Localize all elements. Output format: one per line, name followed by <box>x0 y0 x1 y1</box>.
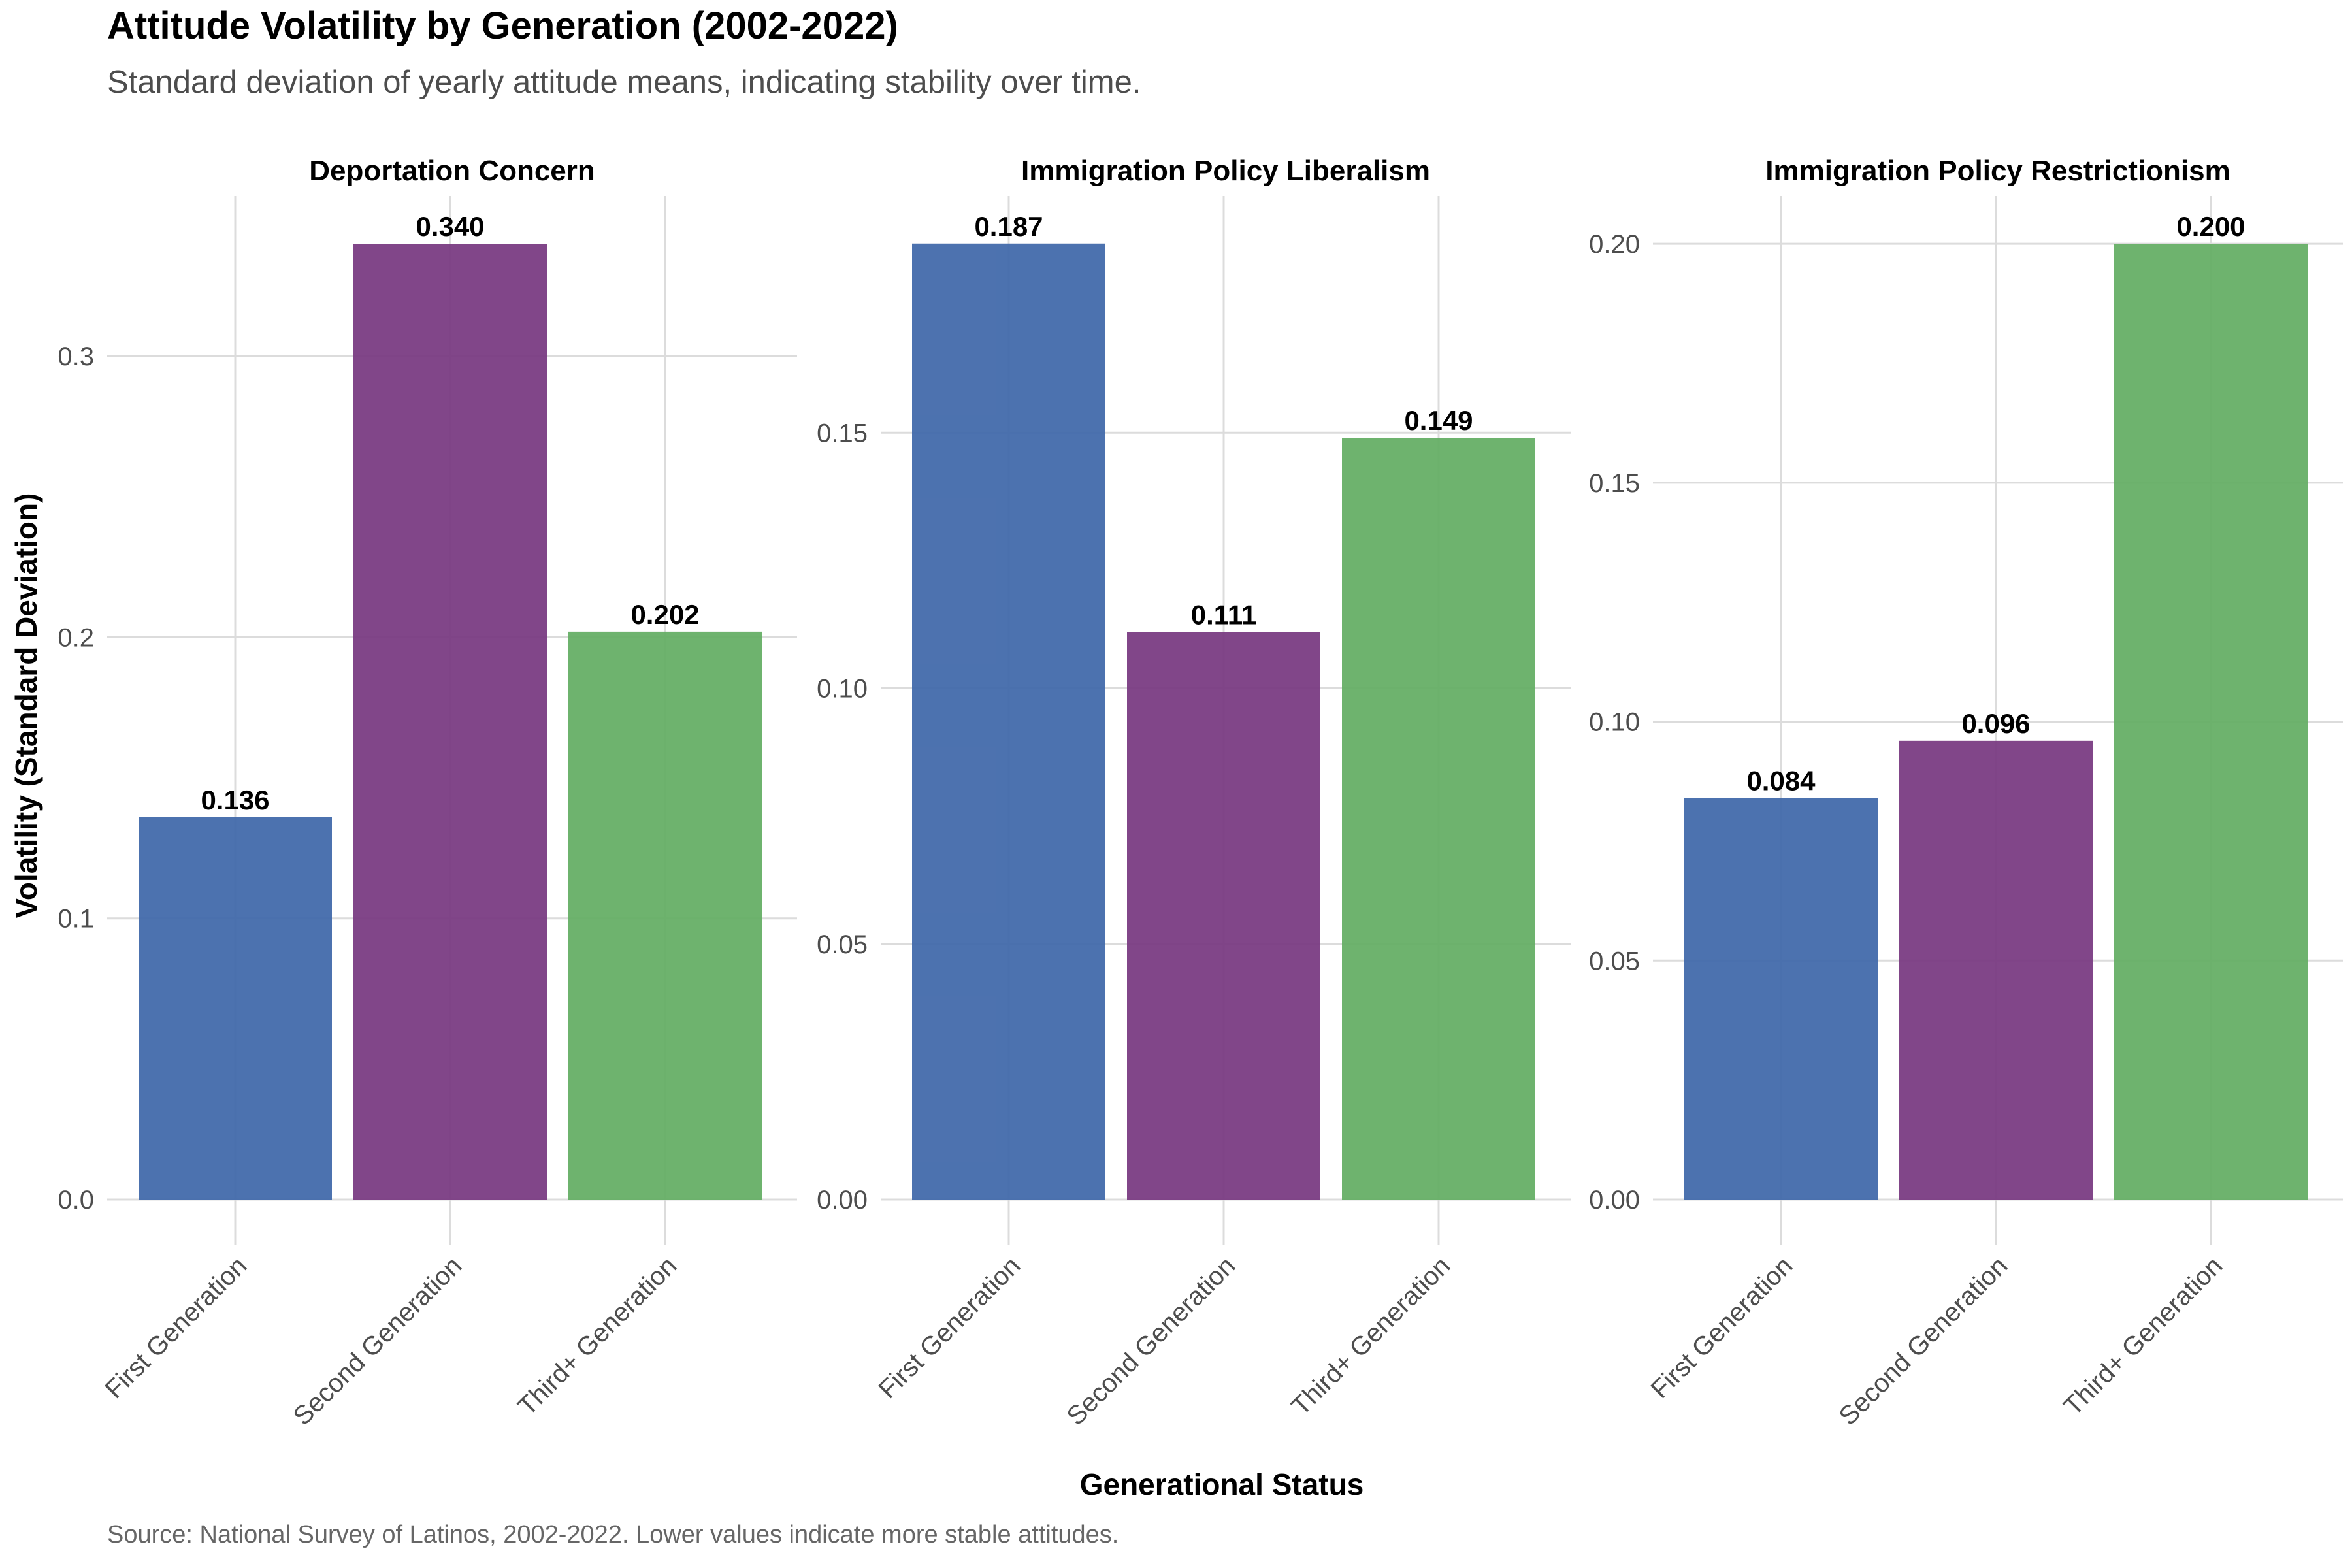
bar-value-label: 0.202 <box>630 599 699 630</box>
y-tick-label: 0.00 <box>1589 1186 1640 1215</box>
bar-second-generation <box>1899 740 2093 1200</box>
bar-value-label: 0.149 <box>1404 405 1473 436</box>
y-tick-label: 0.0 <box>57 1186 94 1215</box>
panel-title: Immigration Policy Liberalism <box>1021 155 1430 187</box>
bar-value-label: 0.084 <box>1746 766 1816 796</box>
x-tick-label: Third+ Generation <box>512 1251 682 1421</box>
y-tick-label: 0.10 <box>1589 708 1640 737</box>
panel-1: 0.0 0.1 0.2 0.3 Deportation Concern 0.136 0.34… <box>57 155 797 1431</box>
bar-value-label: 0.111 <box>1191 599 1256 630</box>
y-tick-label: 0.3 <box>57 342 94 371</box>
bar-value-label: 0.096 <box>1961 708 2030 739</box>
chart-subtitle: Standard deviation of yearly attitude me… <box>107 65 1141 100</box>
x-tick-label: Third+ Generation <box>1286 1251 1456 1421</box>
panel-title: Deportation Concern <box>309 155 595 187</box>
x-tick-label: Third+ Generation <box>2058 1251 2228 1421</box>
y-tick-label: 0.2 <box>57 623 94 652</box>
y-axis-title: Volatility (Standard Deviation) <box>9 493 43 919</box>
chart-title: Attitude Volatility by Generation (2002-… <box>107 5 898 47</box>
bar-value-label: 0.136 <box>201 785 269 815</box>
bar-first-generation <box>1684 798 1878 1200</box>
bar-third-generation <box>568 631 762 1200</box>
x-tick-label: First Generation <box>99 1251 252 1404</box>
bar-second-generation <box>1127 632 1320 1200</box>
y-tick-label: 0.10 <box>817 675 868 704</box>
bar-third-generation <box>1342 438 1535 1200</box>
x-tick-label: First Generation <box>1645 1251 1798 1404</box>
bar-second-generation <box>353 244 547 1200</box>
bar-first-generation <box>912 243 1105 1200</box>
panel-3: 0.00 0.05 0.10 0.15 0.20 Immigration Policy R… <box>1589 155 2343 1431</box>
y-tick-label: 0.15 <box>817 419 868 448</box>
bar-value-label: 0.200 <box>2176 211 2245 242</box>
x-axis-title: Generational Status <box>1080 1467 1364 1501</box>
y-tick-label: 0.1 <box>57 905 94 934</box>
bar-value-label: 0.187 <box>974 211 1043 242</box>
x-tick-label: Second Generation <box>288 1251 468 1431</box>
x-tick-label: Second Generation <box>1062 1251 1241 1431</box>
y-tick-label: 0.00 <box>817 1186 868 1215</box>
chart-caption: Source: National Survey of Latinos, 2002… <box>107 1521 1119 1548</box>
bar-third-generation <box>2114 244 2308 1200</box>
panel-2: 0.00 0.05 0.10 0.15 Immigration Policy Liber… <box>817 155 1571 1431</box>
y-tick-label: 0.20 <box>1589 230 1640 259</box>
bar-value-label: 0.340 <box>416 211 484 242</box>
y-tick-label: 0.05 <box>817 930 868 959</box>
panel-title: Immigration Policy Restrictionism <box>1765 155 2230 187</box>
y-tick-label: 0.05 <box>1589 947 1640 975</box>
x-tick-label: First Generation <box>873 1251 1026 1404</box>
bar-first-generation <box>139 817 332 1200</box>
x-tick-label: Second Generation <box>1834 1251 2014 1431</box>
y-tick-label: 0.15 <box>1589 469 1640 498</box>
